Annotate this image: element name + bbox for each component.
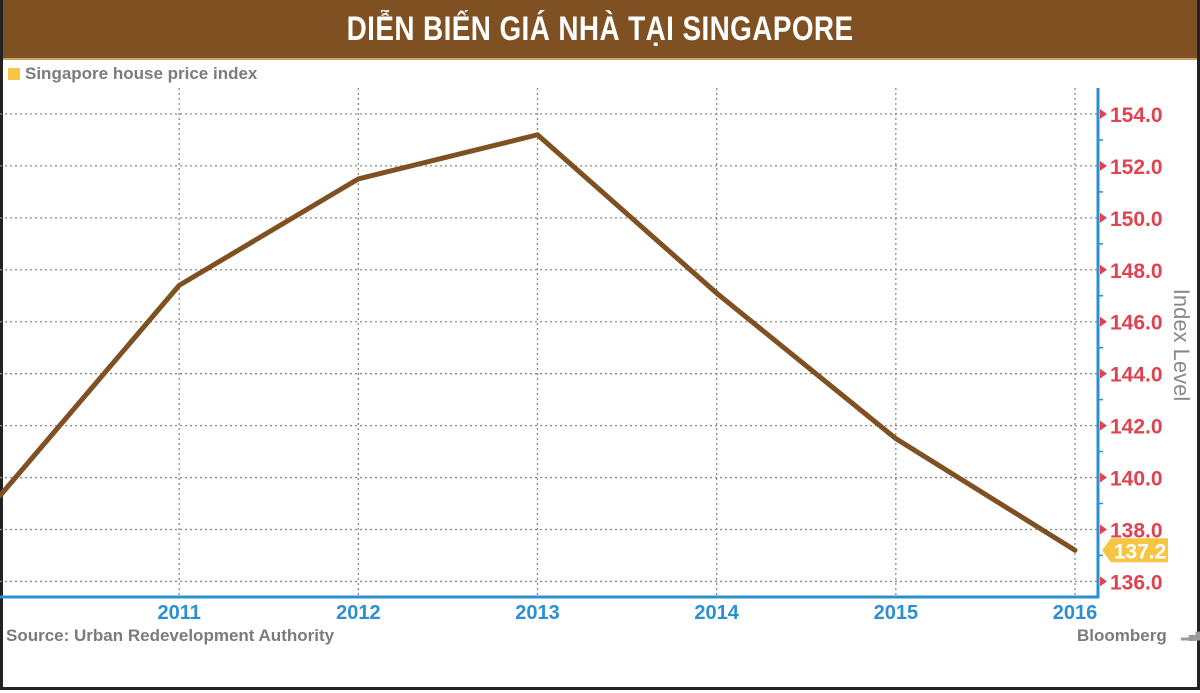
legend: Singapore house price index <box>8 64 257 84</box>
legend-label: Singapore house price index <box>25 64 258 83</box>
title-bar: DIỄN BIẾN GIÁ NHÀ TẠI SINGAPORE <box>0 0 1200 60</box>
y-tick-mark <box>1100 264 1107 275</box>
y-tick-label: 146.0 <box>1110 312 1163 335</box>
y-tick-mark <box>1100 212 1107 223</box>
y-tick-label: 152.0 <box>1110 156 1163 179</box>
y-tick-mark <box>1100 420 1107 431</box>
x-tick-label: 2016 <box>1053 602 1098 624</box>
series-line <box>0 132 1078 553</box>
y-tick-label: 138.0 <box>1110 519 1163 542</box>
y-axis-label: Index Level <box>1169 289 1194 402</box>
y-tick-mark <box>1100 368 1107 379</box>
y-tick-mark <box>1100 472 1107 483</box>
y-tick-label: 148.0 <box>1110 260 1163 283</box>
last-value-label: 137.2 <box>1114 540 1167 563</box>
y-tick-mark <box>1100 576 1107 587</box>
y-tick-label: 154.0 <box>1110 104 1163 127</box>
brand-label: Bloomberg <box>1077 626 1167 645</box>
y-tick-label: 144.0 <box>1110 364 1163 387</box>
y-tick-label: 150.0 <box>1110 208 1163 231</box>
y-tick-label: 140.0 <box>1110 468 1163 491</box>
source-note: Source: Urban Redevelopment Authority <box>6 626 335 645</box>
x-tick-label: 2013 <box>515 602 560 624</box>
y-tick-mark <box>1100 316 1107 327</box>
y-tick-mark <box>1100 160 1107 171</box>
x-tick-label: 2015 <box>874 602 919 624</box>
y-tick-mark <box>1100 108 1107 119</box>
bar-chart-icon: ▂▄▆▃ <box>1181 630 1200 641</box>
chart-title: DIỄN BIẾN GIÁ NHÀ TẠI SINGAPORE <box>346 9 854 48</box>
last-value-badge <box>1102 538 1168 563</box>
x-tick-label: 2012 <box>336 602 381 624</box>
legend-swatch <box>8 68 20 80</box>
y-tick-label: 142.0 <box>1110 416 1163 439</box>
y-tick-mark <box>1100 524 1107 535</box>
y-tick-label: 136.0 <box>1110 571 1163 594</box>
x-tick-label: 2014 <box>694 602 739 624</box>
x-tick-label: 2011 <box>157 602 200 624</box>
